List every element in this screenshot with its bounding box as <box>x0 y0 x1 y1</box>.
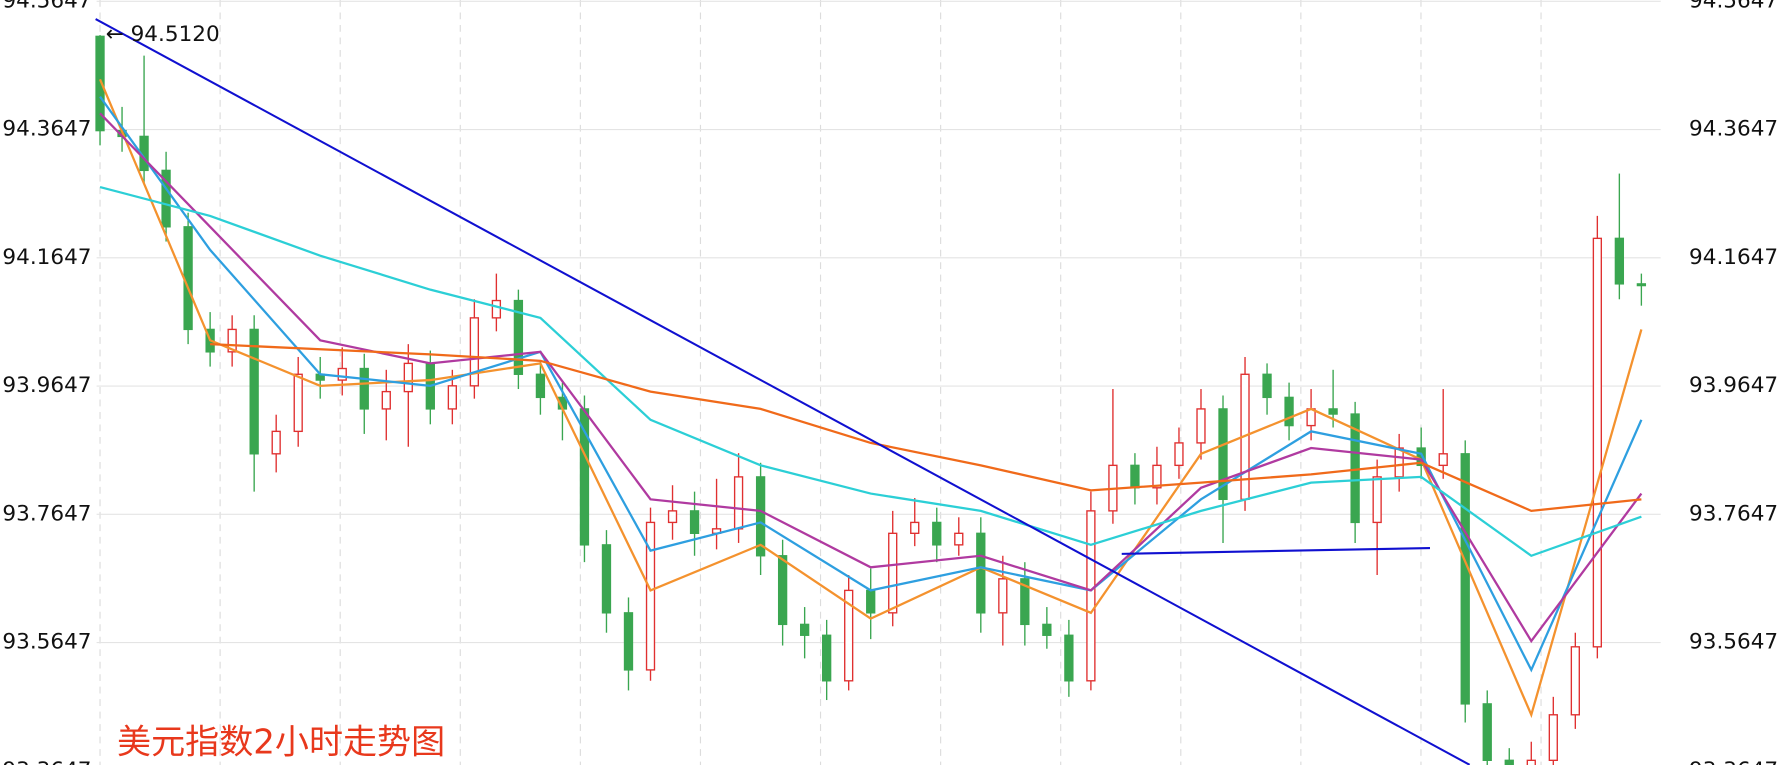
y-tick-label: 94.3647 <box>2 117 91 142</box>
candle-body <box>1064 634 1074 682</box>
candle-body <box>932 521 942 546</box>
candle-body <box>1086 510 1096 682</box>
y-tick-label-right: 94.1647 <box>1689 245 1778 270</box>
candle-body <box>447 385 457 410</box>
candle-body <box>535 373 546 399</box>
y-tick-label: 93.5647 <box>2 630 91 655</box>
candle-body <box>271 430 281 455</box>
candle-body <box>822 634 832 682</box>
candle-body <box>1130 464 1140 489</box>
candle-body <box>844 589 854 682</box>
candle-body <box>1152 464 1162 489</box>
candle-body <box>910 521 920 535</box>
y-tick-label-right: 94.5647 <box>1689 0 1778 13</box>
candle-body <box>1042 623 1052 636</box>
candle-body <box>1460 453 1470 705</box>
candle-body <box>183 226 193 331</box>
candle-body <box>469 317 480 387</box>
ma-line <box>210 343 1642 513</box>
candle-body <box>777 555 788 626</box>
candle-body <box>645 521 656 671</box>
candle-body <box>1636 283 1647 287</box>
plot <box>95 0 1661 765</box>
candle-body <box>403 362 413 393</box>
ma-line <box>98 78 1643 719</box>
candle-body <box>513 299 524 375</box>
candle-body <box>954 532 964 546</box>
trend-line <box>95 18 1471 765</box>
candle-body <box>381 390 391 410</box>
high-label: ← 94.5120 <box>106 22 220 47</box>
candle-body <box>1526 759 1536 765</box>
ma-line <box>99 185 1642 558</box>
y-tick-label: 93.3647 <box>2 758 91 765</box>
y-tick-label-right: 93.3647 <box>1689 758 1778 765</box>
candle-body <box>1482 703 1492 761</box>
candle-body <box>491 299 502 319</box>
y-tick-label: 94.1647 <box>2 245 91 270</box>
candle-body <box>1196 408 1206 444</box>
candle-body <box>1284 396 1294 427</box>
candle-body <box>1174 442 1184 467</box>
candle-body <box>1328 408 1338 415</box>
y-tick-label: 93.9647 <box>2 373 91 398</box>
chart-title: 美元指数2小时走势图 <box>117 723 445 763</box>
candle-body <box>755 476 766 557</box>
candle-body <box>623 612 634 671</box>
candle-body <box>866 589 876 614</box>
candle-body <box>1570 646 1580 716</box>
candle-body <box>1218 408 1228 501</box>
y-tick-label-right: 93.7647 <box>1689 501 1778 526</box>
candle-body <box>227 328 237 353</box>
candle-body <box>1504 759 1514 765</box>
candle-body <box>799 623 810 636</box>
candle-body <box>888 532 898 614</box>
candle-body <box>95 35 105 132</box>
trend-line <box>1121 547 1431 555</box>
candle-body <box>359 367 369 410</box>
candle-body <box>1394 447 1404 478</box>
ma-line <box>99 112 1643 644</box>
candle-body <box>337 367 347 381</box>
candle-body <box>1020 578 1030 626</box>
ma-line <box>99 95 1643 673</box>
candle-body <box>1614 237 1625 285</box>
candle-body <box>249 328 259 455</box>
candle-body <box>579 408 590 546</box>
candle-body <box>976 532 986 614</box>
candle-body <box>1592 237 1602 648</box>
candle-body <box>601 544 612 614</box>
y-tick-label-right: 93.5647 <box>1689 630 1778 655</box>
y-tick-label: 94.5647 <box>2 0 91 13</box>
candle-body <box>293 373 303 433</box>
candle-body <box>1372 476 1382 524</box>
candle-body <box>667 510 678 524</box>
candle-body <box>998 578 1008 614</box>
candle-body <box>733 476 744 530</box>
y-tick-label: 93.7647 <box>2 501 91 526</box>
candle-body <box>1438 453 1448 467</box>
candle-body <box>161 169 171 228</box>
candle-body <box>1548 714 1558 761</box>
candle-body <box>689 510 700 535</box>
y-tick-label-right: 93.9647 <box>1689 373 1778 398</box>
candle-body <box>1262 373 1272 399</box>
y-tick-label-right: 94.3647 <box>1689 117 1778 142</box>
